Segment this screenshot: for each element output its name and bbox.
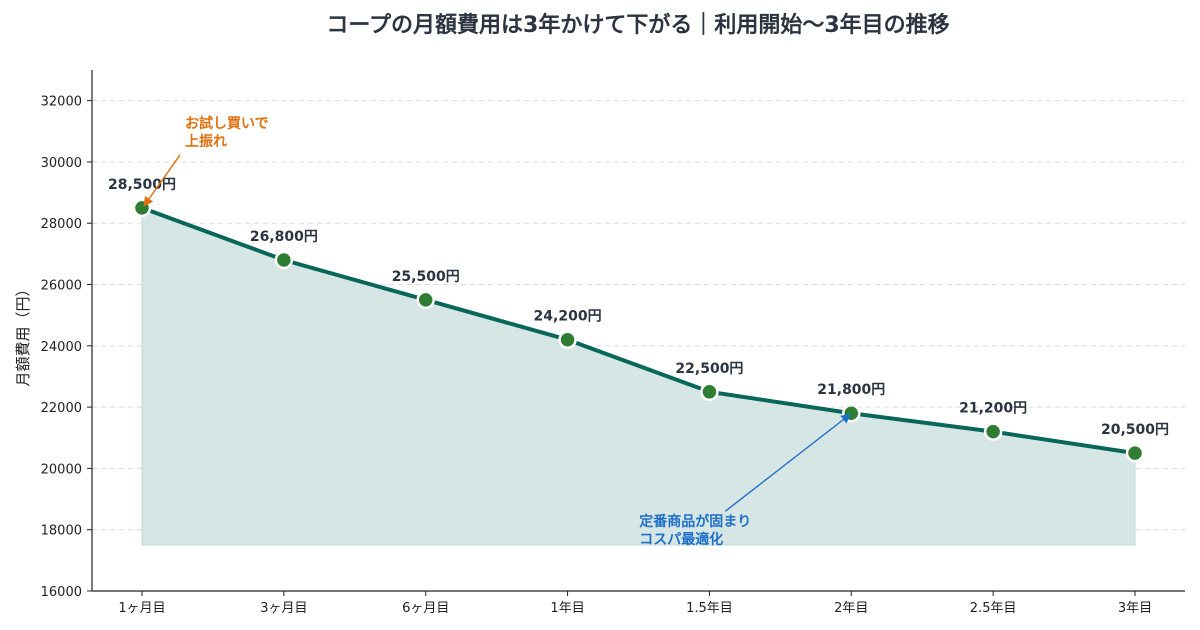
y-tick-label: 20000 [41, 462, 82, 477]
data-point [416, 290, 435, 310]
y-tick-label: 30000 [41, 156, 82, 171]
data-point [842, 403, 861, 423]
y-tick-label: 32000 [41, 95, 82, 110]
chart-title: コープの月額費用は3年かけて下がる｜利用開始〜3年目の推移 [326, 12, 949, 38]
data-point [1125, 443, 1145, 463]
x-tick-label: 1年目 [550, 601, 584, 616]
data-point [700, 382, 719, 402]
annotation-text: コスパ最適化 [639, 531, 723, 548]
data-label: 21,800円 [817, 382, 885, 398]
series-line [140, 205, 1137, 456]
data-label: 21,200円 [959, 401, 1027, 417]
y-axis-title: 月額費用（円） [14, 281, 32, 386]
data-point [274, 250, 294, 270]
annotation-text: 上振れ [185, 133, 227, 150]
data-label: 22,500円 [675, 361, 743, 377]
x-tick-label: 2年目 [834, 601, 868, 616]
y-tick-label: 26000 [41, 279, 82, 294]
x-tick-label: 2.5年目 [970, 601, 1017, 616]
x-tick-label: 1.5年目 [686, 601, 733, 616]
data-label: 20,500円 [1101, 422, 1169, 438]
y-tick-label: 18000 [41, 524, 82, 539]
y-tick-label: 28000 [41, 217, 82, 232]
y-tick-label: 22000 [41, 401, 82, 416]
data-label: 24,200円 [534, 309, 602, 325]
annotation-text: 定番商品が固まり [639, 513, 751, 530]
data-point [983, 422, 1003, 441]
x-tick-label: 6ヶ月目 [402, 601, 449, 616]
annotation-text: お試し買いで [185, 115, 269, 132]
data-label: 28,500円 [108, 177, 176, 193]
annotation-arrow [143, 154, 181, 207]
x-tick-label: 1ヶ月目 [118, 601, 165, 616]
data-label: 25,500円 [392, 269, 460, 285]
data-point [558, 330, 577, 349]
y-tick-label: 16000 [41, 585, 82, 600]
data-point [132, 198, 152, 218]
x-tick-label: 3年目 [1118, 601, 1152, 616]
annotation-arrow [724, 413, 852, 512]
x-tick-label: 3ヶ月目 [260, 601, 307, 616]
data-label: 26,800円 [250, 229, 318, 245]
y-tick-label: 24000 [41, 340, 82, 355]
